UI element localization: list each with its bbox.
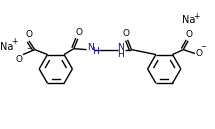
Text: O: O — [186, 30, 193, 39]
Text: Na: Na — [182, 15, 195, 25]
Text: N: N — [117, 43, 124, 52]
Text: O: O — [15, 55, 22, 64]
Text: +: + — [11, 37, 17, 46]
Text: −: − — [200, 44, 206, 50]
Text: Na: Na — [0, 42, 13, 52]
Text: H: H — [117, 50, 124, 59]
Text: −: − — [26, 46, 32, 52]
Text: N: N — [88, 43, 94, 52]
Text: O: O — [196, 49, 203, 58]
Text: O: O — [25, 30, 32, 39]
Text: O: O — [75, 28, 82, 37]
Text: H: H — [92, 47, 99, 56]
Text: +: + — [193, 12, 200, 21]
Text: O: O — [122, 29, 129, 38]
